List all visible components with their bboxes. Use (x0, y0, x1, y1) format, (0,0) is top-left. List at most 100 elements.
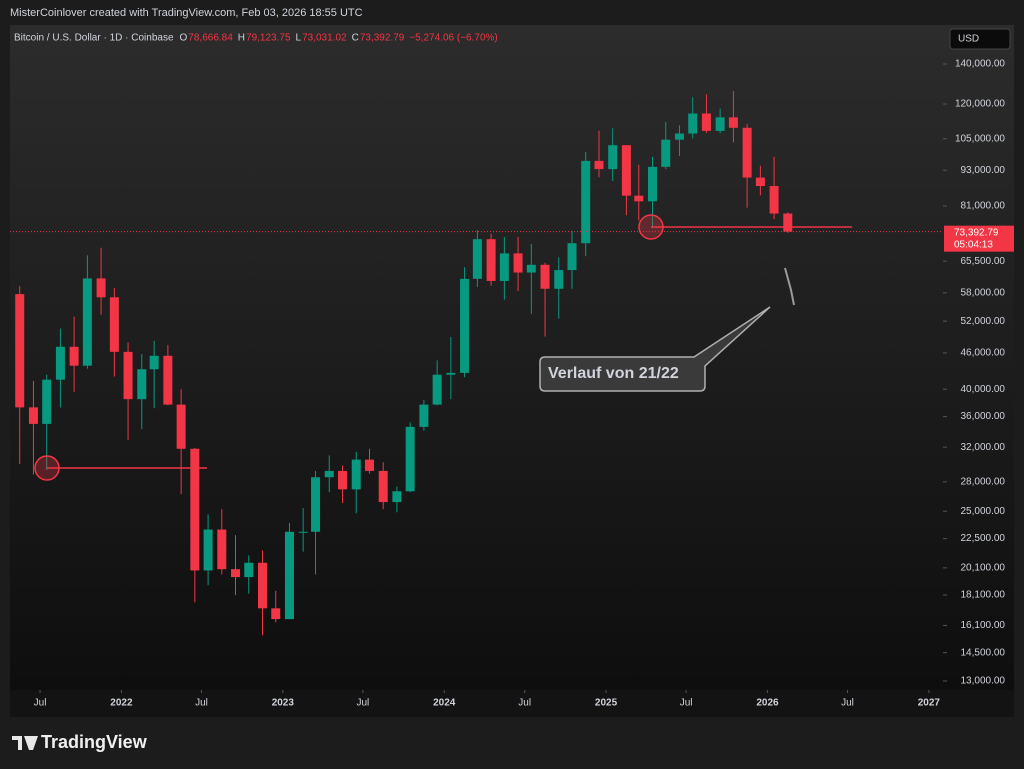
symbol: Bitcoin / U.S. Dollar · 1D · Coinbase (14, 33, 174, 44)
projection-path (784, 267, 795, 306)
candle-body (324, 470, 334, 478)
x-tick-label: Jul (841, 698, 854, 709)
y-tick-label: 16,100.00 (961, 620, 1006, 631)
candle-body (567, 243, 577, 271)
candle-body (298, 531, 308, 533)
ohlc-key: O (180, 33, 188, 44)
y-tick-label: 58,000.00 (961, 287, 1006, 298)
x-tick-label: Jul (680, 698, 693, 709)
candle-body (540, 264, 550, 289)
marker-circle (638, 214, 664, 240)
candle-body (203, 529, 213, 571)
candle-body (432, 374, 442, 405)
candle-body (392, 491, 402, 503)
ohlc-value: 73,031.02 (302, 33, 347, 44)
ohlc-key: H (238, 33, 245, 44)
candle-body (244, 562, 254, 578)
y-tick-label: 93,000.00 (961, 165, 1006, 176)
candle-body (419, 404, 429, 427)
currency-button[interactable] (949, 28, 1011, 50)
x-tick-label: 2025 (595, 698, 618, 709)
x-tick-label: Jul (34, 698, 47, 709)
candle-body (311, 477, 321, 532)
candle-body (109, 297, 119, 352)
candle-body (594, 160, 604, 170)
y-tick-label: 65,500.00 (961, 256, 1006, 267)
candle-body (378, 470, 388, 503)
candle-body (364, 459, 374, 471)
candle-body (284, 531, 294, 620)
candle-body (486, 239, 496, 281)
ohlc-key: L (296, 33, 302, 44)
last-price-label: 73,392.79 (954, 227, 999, 238)
y-tick-label: 20,100.00 (961, 563, 1006, 574)
candle-body (661, 139, 671, 167)
y-tick-label: 22,500.00 (961, 533, 1006, 544)
callout-text: Verlauf von 21/22 (548, 365, 679, 382)
candle-body (554, 270, 564, 289)
x-tick-label: 2026 (756, 698, 779, 709)
candle-body (42, 379, 52, 424)
candle-body (460, 278, 470, 373)
x-tick-label: Jul (356, 698, 369, 709)
candle-body (769, 186, 779, 214)
y-tick-label: 81,000.00 (961, 201, 1006, 212)
candle-body (55, 346, 65, 380)
candle-body (513, 253, 523, 273)
candle-body (271, 608, 281, 620)
candle-body (257, 562, 267, 609)
candle-body (715, 117, 725, 131)
ohlc-value: 78,666.84 (188, 33, 233, 44)
ohlc-value: 73,392.79 (360, 33, 405, 44)
y-tick-label: 32,000.00 (961, 442, 1006, 453)
candle-body (581, 160, 591, 244)
candle-body (674, 133, 684, 140)
candle-body (338, 470, 348, 490)
ohlc-key: C (352, 33, 359, 44)
x-tick-label: Jul (195, 698, 208, 709)
plot: 13,000.00 14,500.00 16,100.00 18,100.00 20,1… (10, 59, 1014, 709)
candle-body (728, 117, 738, 128)
x-tick-label: 2024 (433, 698, 456, 709)
y-tick-label: 105,000.00 (955, 133, 1005, 144)
candle-body (351, 459, 361, 490)
candle-body (621, 145, 631, 196)
ohlc-value: 79,123.75 (246, 33, 291, 44)
y-tick-label: 46,000.00 (961, 348, 1006, 359)
candle-body (231, 569, 241, 578)
y-tick-label: 14,500.00 (961, 647, 1006, 658)
candle-body (190, 448, 200, 571)
candle-body (82, 278, 92, 366)
candle-body (634, 195, 644, 202)
candle-body (123, 351, 133, 400)
candle-body (149, 355, 159, 370)
candle-body (405, 426, 415, 492)
candle-body (608, 145, 618, 170)
marker-circle (34, 455, 60, 481)
candle-body (96, 278, 106, 298)
brand: TradingView (41, 732, 148, 752)
candle-body (526, 264, 536, 273)
callout-box (539, 306, 771, 392)
y-tick-label: 18,100.00 (961, 590, 1006, 601)
candle-body (783, 213, 793, 232)
candle-body (137, 369, 147, 400)
y-tick-label: 25,000.00 (961, 506, 1006, 517)
y-tick-label: 140,000.00 (955, 59, 1005, 70)
countdown: 05:04:13 (954, 239, 993, 250)
candle-body (69, 346, 79, 366)
x-tick-label: 2022 (110, 698, 133, 709)
candle-body (472, 239, 482, 279)
change: −5,274.06 (−6.70%) (409, 33, 497, 44)
candle-body (499, 253, 509, 281)
candle-body (176, 404, 186, 449)
candle-body (742, 127, 752, 178)
candle-body (28, 407, 38, 424)
currency: USD (958, 34, 979, 45)
y-tick-label: 28,000.00 (961, 476, 1006, 487)
x-tick-label: 2027 (918, 698, 941, 709)
y-tick-label: 13,000.00 (961, 676, 1006, 687)
candle-body (446, 372, 456, 375)
last-price-box (944, 225, 1014, 252)
